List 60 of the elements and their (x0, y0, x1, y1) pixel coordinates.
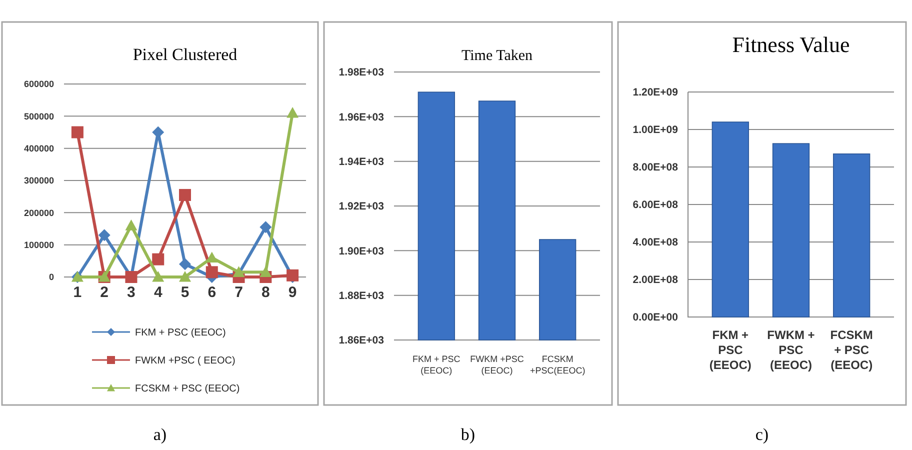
text: c) (755, 425, 769, 444)
x-tick-label: 6 (208, 284, 216, 301)
point (179, 271, 191, 282)
bar (772, 143, 810, 318)
x-tick-label: FWKM +PSC (EEOC) (470, 354, 524, 376)
text: b) (460, 425, 476, 444)
point (232, 266, 245, 277)
point (286, 106, 299, 118)
y-tick-label: 6.00E+08 (632, 199, 678, 212)
y-tick-label: 200000 (24, 208, 54, 218)
point (98, 229, 110, 242)
y-tick-label: 4.00E+08 (632, 236, 678, 249)
x-tick-label: 7 (234, 284, 243, 301)
point (152, 271, 164, 282)
y-tick-label: 1.92E+03 (338, 200, 384, 213)
x-tick-label: 1 (73, 284, 82, 301)
bar (712, 122, 749, 318)
x-tick-label: FCSKM +PSC(EEOC) (530, 354, 586, 376)
y-tick-label: 1.88E+03 (338, 290, 384, 302)
point (206, 266, 218, 278)
y-tick-label: 8.00E+08 (632, 162, 678, 174)
y-tick-label: 100000 (24, 240, 54, 250)
y-tick-label: 0 (48, 272, 54, 282)
x-tick-label: 8 (261, 284, 270, 301)
chart-title: Fitness Value (732, 32, 850, 57)
y-tick-label: 1.90E+03 (338, 245, 384, 258)
y-tick-label: 2.00E+08 (632, 274, 678, 286)
point (71, 126, 84, 138)
y-tick-label: 400000 (24, 143, 54, 154)
y-tick-label: 500000 (24, 111, 54, 122)
bar (833, 153, 870, 318)
x-tick-label: FWKM + PSC (EEOC) (767, 328, 815, 372)
x-tick-label: FKM + PSC (EEOC) (709, 328, 752, 372)
y-tick-label: 1.98E+03 (338, 66, 384, 79)
point (125, 220, 138, 230)
legend-label: FCSKM + PSC (EEOC) (135, 384, 240, 394)
x-tick-label: 3 (127, 284, 136, 301)
y-tick-label: 1.96E+03 (338, 111, 384, 124)
legend-label: FWKM +PSC ( EEOC) (135, 356, 236, 366)
x-tick-label: 2 (100, 284, 109, 301)
x-tick-label: 4 (154, 284, 163, 301)
point (260, 266, 272, 277)
x-tick-label: FCSKM + PSC (EEOC) (830, 328, 873, 372)
point (179, 258, 191, 270)
point (179, 188, 191, 201)
y-tick-label: 0.00E+00 (632, 312, 678, 324)
x-tick-label: 9 (288, 284, 297, 301)
y-tick-label: 600000 (24, 79, 54, 90)
x-tick-label: FKM + PSC (EEOC) (412, 354, 461, 376)
point (152, 253, 164, 266)
y-tick-label: 1.20E+09 (632, 86, 678, 99)
y-tick-label: 1.94E+03 (338, 156, 384, 168)
x-tick-label: 5 (180, 284, 190, 301)
chart-title: Pixel Clustered (132, 45, 238, 64)
y-tick-label: 1.86E+03 (338, 334, 384, 347)
y-tick-label: 1.00E+09 (632, 124, 678, 136)
chart-title: Time Taken (461, 48, 534, 64)
y-tick-label: 300000 (24, 176, 54, 186)
text: a) (153, 425, 167, 444)
point (260, 221, 272, 234)
